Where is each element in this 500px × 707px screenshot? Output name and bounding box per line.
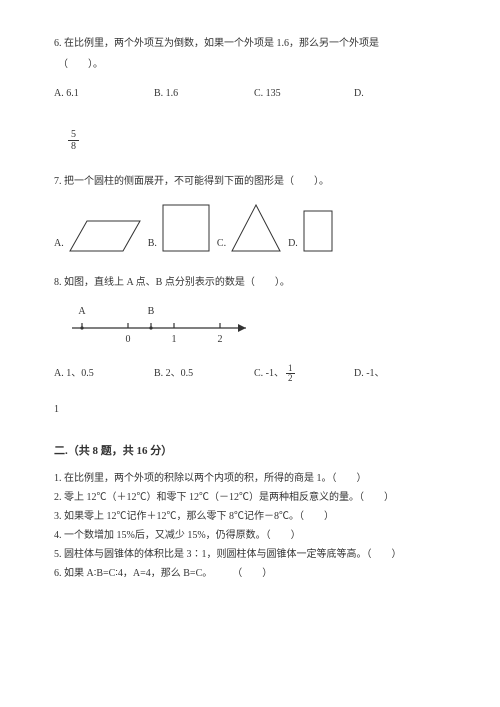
tf-item: 5. 圆柱体与圆锥体的体积比是 3∶1，则圆柱体与圆锥体一定等底等高。（ ） xyxy=(54,547,446,562)
svg-text:0: 0 xyxy=(126,334,131,345)
q6-options: A. 6.1 B. 1.6 C. 135 D. xyxy=(54,86,446,101)
q7-shapes: A. B. C. D. xyxy=(54,203,446,253)
q6-opt-d: D. xyxy=(354,86,394,101)
tf-item: 4. 一个数增加 15%后，又减少 15%，仍得原数。（ ） xyxy=(54,528,446,543)
q6-line1: 6. 在比例里，两个外项互为倒数，如果一个外项是 1.6，那么另一个外项是 xyxy=(54,36,446,51)
q7-label-b: B. xyxy=(148,236,157,251)
q6-fraction: 5 8 xyxy=(68,129,79,152)
q7-item-b: B. xyxy=(148,203,211,253)
question-7: 7. 把一个圆柱的侧面展开，不可能得到下面的图形是（ ）。 A. B. C. D… xyxy=(54,174,446,253)
tf-item: 6. 如果 A∶B=C∶4，A=4，那么 B=C。 （ ） xyxy=(54,566,446,581)
rect-icon xyxy=(302,209,334,253)
q8-trailing: 1 xyxy=(54,402,446,417)
question-8: 8. 如图，直线上 A 点、B 点分别表示的数是（ ）。 A B 0 1 2 A… xyxy=(54,275,446,417)
section-2-title: 二.（共 8 题，共 16 分） xyxy=(54,443,446,460)
q8-opt-b: B. 2、0.5 xyxy=(154,366,254,381)
q8-opt-d: D. -1、 xyxy=(354,366,394,381)
q7-item-c: C. xyxy=(217,203,282,253)
square-icon xyxy=(161,203,211,253)
parallelogram-icon xyxy=(68,219,142,253)
question-6: 6. 在比例里，两个外项互为倒数，如果一个外项是 1.6，那么另一个外项是 （ … xyxy=(54,36,446,152)
q8-opt-c-frac: 1 2 xyxy=(286,364,295,384)
numberline-icon: A B 0 1 2 xyxy=(68,300,258,348)
q8-text: 8. 如图，直线上 A 点、B 点分别表示的数是（ ）。 xyxy=(54,275,446,290)
q6-frac-den: 8 xyxy=(68,141,79,152)
q6-line2: （ ）。 xyxy=(58,57,446,72)
triangle-icon xyxy=(230,203,282,253)
q7-label-d: D. xyxy=(288,236,298,251)
section-2-list: 1. 在比例里，两个外项的积除以两个内项的积，所得的商是 1。（ ） 2. 零上… xyxy=(54,471,446,581)
svg-text:A: A xyxy=(78,306,86,317)
q8-numberline: A B 0 1 2 xyxy=(68,300,446,348)
q6-frac-num: 5 xyxy=(68,129,79,141)
svg-text:1: 1 xyxy=(172,334,177,345)
q7-item-a: A. xyxy=(54,219,142,253)
q7-label-c: C. xyxy=(217,236,226,251)
q7-item-d: D. xyxy=(288,209,334,253)
tf-item: 1. 在比例里，两个外项的积除以两个内项的积，所得的商是 1。（ ） xyxy=(54,471,446,486)
q7-text: 7. 把一个圆柱的侧面展开，不可能得到下面的图形是（ ）。 xyxy=(54,174,446,189)
q8-opt-c-pre: C. -1、 xyxy=(254,366,284,381)
q8-options: A. 1、0.5 B. 2、0.5 C. -1、 1 2 D. -1、 xyxy=(54,364,446,384)
tf-item: 3. 如果零上 12℃记作＋12℃，那么零下 8℃记作－8℃。（ ） xyxy=(54,509,446,524)
q6-opt-a: A. 6.1 xyxy=(54,86,154,101)
svg-text:2: 2 xyxy=(218,334,223,345)
q6-opt-c: C. 135 xyxy=(254,86,354,101)
q8-opt-c: C. -1、 1 2 xyxy=(254,364,354,384)
q7-label-a: A. xyxy=(54,236,64,251)
q6-opt-b: B. 1.6 xyxy=(154,86,254,101)
svg-text:B: B xyxy=(148,306,155,317)
tf-item: 2. 零上 12℃（＋12℃）和零下 12℃（－12℃）是两种相反意义的量。（ … xyxy=(54,490,446,505)
q8-opt-a: A. 1、0.5 xyxy=(54,366,154,381)
